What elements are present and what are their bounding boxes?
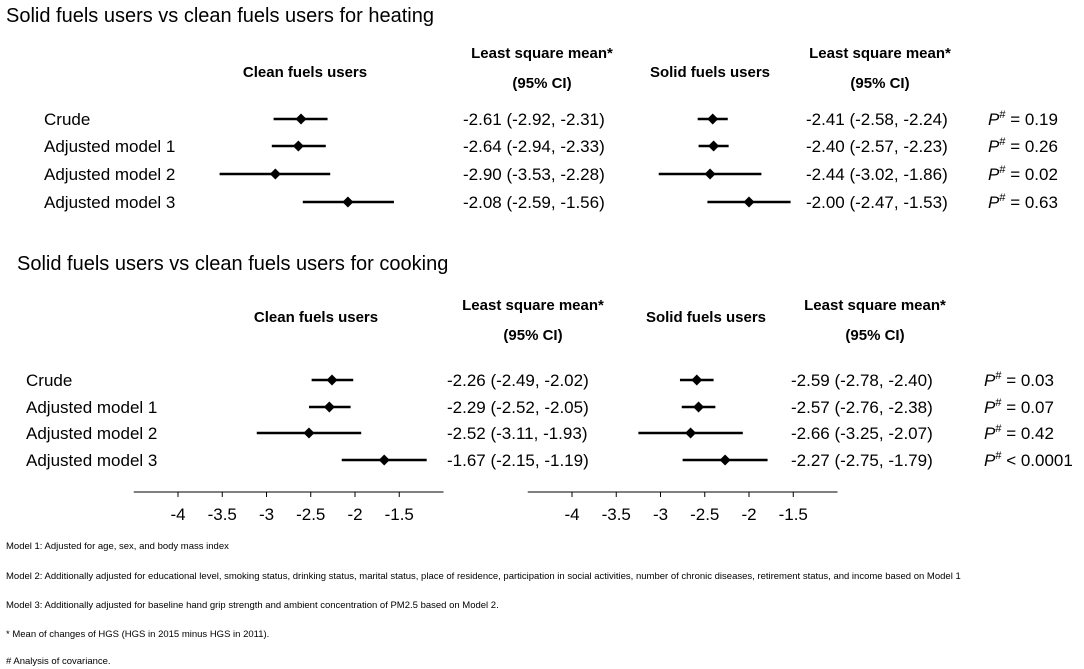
panel-1-row-3-solid-estimate: -2.44 (-3.02, -1.86) bbox=[806, 165, 948, 184]
panel-1-row-3-clean-point bbox=[269, 168, 281, 180]
panel-1-row-2-clean-point bbox=[292, 140, 304, 152]
footnote-model-2: Model 2: Additionally adjusted for educa… bbox=[6, 571, 961, 582]
panel-2-row-1-solid-point bbox=[691, 374, 703, 386]
panel-1-row-3-p-value: P# = 0.02 bbox=[988, 164, 1058, 184]
panel-1-row-3-clean-estimate: -2.90 (-3.53, -2.28) bbox=[463, 165, 605, 184]
panel-2-row-4-label: Adjusted model 3 bbox=[26, 451, 157, 470]
panel-2-row-3-clean-point bbox=[303, 427, 315, 439]
panel-1-row-4-clean-estimate: -2.08 (-2.59, -1.56) bbox=[463, 193, 605, 212]
panel-1-row-1-solid-estimate: -2.41 (-2.58, -2.24) bbox=[806, 110, 948, 129]
right-x-tick-label: -2.5 bbox=[690, 505, 719, 524]
panel-1-row-4-solid-estimate: -2.00 (-2.47, -1.53) bbox=[806, 193, 948, 212]
left-x-tick-label: -4 bbox=[170, 505, 185, 524]
panel-1-row-4-label: Adjusted model 3 bbox=[44, 193, 175, 212]
panel-2-row-3-clean-estimate: -2.52 (-3.11, -1.93) bbox=[447, 424, 587, 443]
panel-2-row-2-clean-estimate: -2.29 (-2.52, -2.05) bbox=[447, 398, 589, 417]
panel-1-row-1-p-value: P# = 0.19 bbox=[988, 109, 1058, 129]
left-x-tick-label: -3 bbox=[259, 505, 274, 524]
panel-1-row-3-solid-point bbox=[704, 168, 716, 180]
left-x-tick-label: -2.5 bbox=[296, 505, 325, 524]
left-x-tick-label: -3.5 bbox=[208, 505, 237, 524]
right-x-tick-label: -2 bbox=[741, 505, 756, 524]
panel-2-row-1-solid-estimate: -2.59 (-2.78, -2.40) bbox=[791, 371, 933, 390]
footnote-ancova: # Analysis of covariance. bbox=[6, 656, 111, 667]
panel-1-row-3-label: Adjusted model 2 bbox=[44, 165, 175, 184]
footnote-model-3: Model 3: Additionally adjusted for basel… bbox=[6, 600, 499, 611]
panel-2-ci-header-left: (95% CI) bbox=[503, 327, 562, 344]
panel-2-row-4-solid-point bbox=[719, 454, 731, 466]
panel-1-row-2-p-value: P# = 0.26 bbox=[988, 136, 1058, 156]
panel-1-row-2-solid-estimate: -2.40 (-2.57, -2.23) bbox=[806, 137, 948, 156]
panel-2-row-2-p-value: P# = 0.07 bbox=[984, 397, 1054, 417]
panel-1-row-1-solid-point bbox=[707, 113, 719, 125]
left-x-tick-label: -2 bbox=[347, 505, 362, 524]
footnote-model-1: Model 1: Adjusted for age, sex, and body… bbox=[6, 541, 229, 552]
panel-2-row-2-label: Adjusted model 1 bbox=[26, 398, 157, 417]
panel-1-row-1-clean-point bbox=[295, 113, 307, 125]
panel-2-row-4-clean-estimate: -1.67 (-2.15, -1.19) bbox=[447, 451, 589, 470]
panel-1-row-4-solid-point bbox=[743, 196, 755, 208]
panel-1-ci-header-left: (95% CI) bbox=[512, 75, 571, 92]
panel-2-title: Solid fuels users vs clean fuels users f… bbox=[17, 253, 448, 275]
panel-2-lsm-header-right: Least square mean* bbox=[804, 297, 946, 314]
right-x-tick-label: -1.5 bbox=[779, 505, 808, 524]
panel-2-ci-header-right: (95% CI) bbox=[845, 327, 904, 344]
right-x-tick-label: -3 bbox=[653, 505, 668, 524]
panel-2-row-3-label: Adjusted model 2 bbox=[26, 424, 157, 443]
panel-1-row-1-clean-estimate: -2.61 (-2.92, -2.31) bbox=[463, 110, 605, 129]
panel-2-row-4-solid-estimate: -2.27 (-2.75, -1.79) bbox=[791, 451, 933, 470]
footnote-mean-change: * Mean of changes of HGS (HGS in 2015 mi… bbox=[6, 629, 270, 640]
panel-2-clean-header: Clean fuels users bbox=[254, 309, 378, 326]
panel-1-row-4-clean-point bbox=[342, 196, 354, 208]
panel-2-row-3-p-value: P# = 0.42 bbox=[984, 423, 1054, 443]
panel-1-row-2-label: Adjusted model 1 bbox=[44, 137, 175, 156]
panel-1-row-1-label: Crude bbox=[44, 110, 90, 129]
panel-1-row-4-p-value: P# = 0.63 bbox=[988, 192, 1058, 212]
right-x-tick-label: -4 bbox=[564, 505, 579, 524]
panel-1-solid-header: Solid fuels users bbox=[650, 64, 770, 81]
panel-1-row-2-clean-estimate: -2.64 (-2.94, -2.33) bbox=[463, 137, 605, 156]
panel-2-row-3-solid-estimate: -2.66 (-3.25, -2.07) bbox=[791, 424, 933, 443]
panel-2-row-4-p-value: P# < 0.0001 bbox=[984, 450, 1073, 470]
right-x-tick-label: -3.5 bbox=[602, 505, 631, 524]
panel-2-row-1-p-value: P# = 0.03 bbox=[984, 370, 1054, 390]
panel-1-row-2-solid-point bbox=[708, 140, 720, 152]
panel-2-row-3-solid-point bbox=[685, 427, 697, 439]
panel-1-ci-header-right: (95% CI) bbox=[850, 75, 909, 92]
panel-2-row-1-label: Crude bbox=[26, 371, 72, 390]
panel-2-row-2-solid-point bbox=[693, 401, 705, 413]
panel-1-lsm-header-left: Least square mean* bbox=[471, 45, 613, 62]
panel-2-row-1-clean-point bbox=[326, 374, 338, 386]
panel-2-row-2-solid-estimate: -2.57 (-2.76, -2.38) bbox=[791, 398, 933, 417]
left-x-tick-label: -1.5 bbox=[385, 505, 414, 524]
panel-2-row-2-clean-point bbox=[323, 401, 335, 413]
panel-1-clean-header: Clean fuels users bbox=[243, 64, 367, 81]
panel-2-row-4-clean-point bbox=[378, 454, 390, 466]
panel-2-solid-header: Solid fuels users bbox=[646, 309, 766, 326]
panel-2-lsm-header-left: Least square mean* bbox=[462, 297, 604, 314]
panel-1-lsm-header-right: Least square mean* bbox=[809, 45, 951, 62]
panel-1-title: Solid fuels users vs clean fuels users f… bbox=[6, 5, 434, 27]
panel-2-row-1-clean-estimate: -2.26 (-2.49, -2.02) bbox=[447, 371, 589, 390]
